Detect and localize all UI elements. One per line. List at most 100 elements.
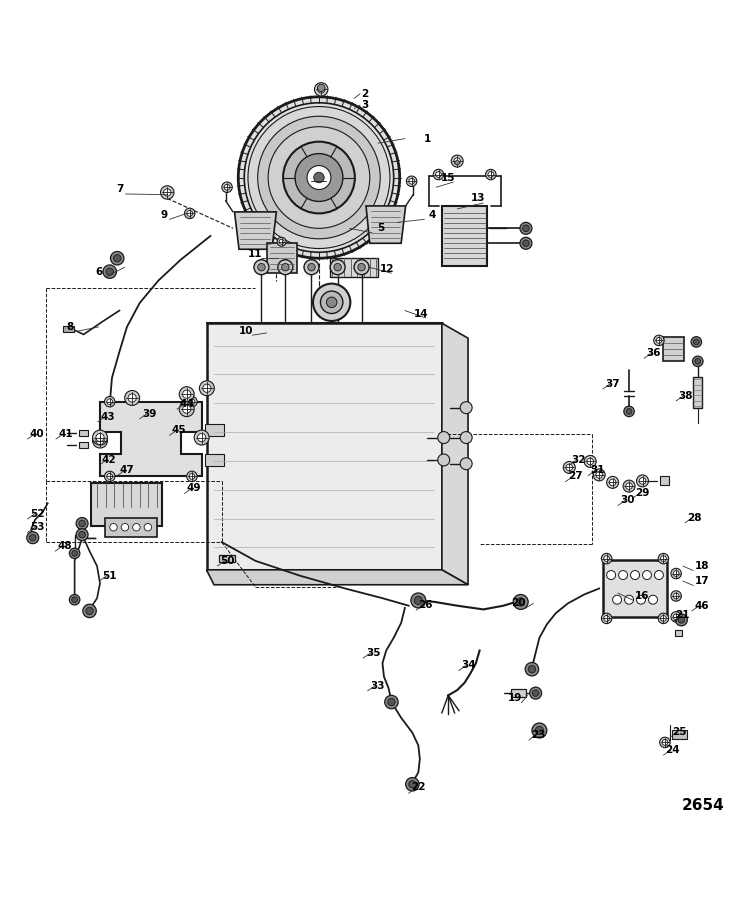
Circle shape bbox=[658, 614, 669, 624]
Circle shape bbox=[584, 455, 596, 468]
Text: 5: 5 bbox=[377, 224, 385, 233]
Circle shape bbox=[695, 358, 700, 364]
Circle shape bbox=[187, 472, 197, 481]
Bar bbox=[664, 338, 684, 361]
Circle shape bbox=[110, 523, 117, 531]
Circle shape bbox=[433, 169, 444, 180]
Circle shape bbox=[488, 172, 494, 177]
Text: 40: 40 bbox=[30, 429, 44, 439]
Circle shape bbox=[406, 777, 419, 791]
Circle shape bbox=[86, 607, 93, 614]
Text: 48: 48 bbox=[58, 541, 72, 551]
Circle shape bbox=[602, 614, 612, 624]
Circle shape bbox=[317, 84, 325, 91]
Circle shape bbox=[224, 185, 230, 190]
Circle shape bbox=[436, 172, 442, 177]
Bar bbox=[675, 631, 682, 636]
Circle shape bbox=[460, 402, 472, 414]
Circle shape bbox=[623, 481, 635, 492]
Circle shape bbox=[70, 548, 80, 558]
Circle shape bbox=[662, 739, 668, 746]
Circle shape bbox=[133, 523, 140, 531]
Circle shape bbox=[563, 462, 575, 473]
Text: 43: 43 bbox=[100, 412, 115, 422]
Circle shape bbox=[520, 237, 532, 249]
Circle shape bbox=[607, 476, 619, 489]
Circle shape bbox=[593, 469, 605, 481]
Text: 11: 11 bbox=[248, 249, 262, 259]
Circle shape bbox=[587, 458, 593, 465]
Text: 28: 28 bbox=[688, 512, 702, 522]
Circle shape bbox=[202, 384, 211, 393]
Circle shape bbox=[530, 687, 542, 699]
Circle shape bbox=[76, 518, 88, 529]
Text: 38: 38 bbox=[679, 391, 693, 401]
Text: 31: 31 bbox=[590, 465, 605, 475]
Text: 39: 39 bbox=[142, 409, 157, 419]
Text: 49: 49 bbox=[187, 483, 202, 493]
Text: 41: 41 bbox=[58, 429, 73, 439]
Circle shape bbox=[182, 390, 190, 398]
Circle shape bbox=[452, 155, 464, 167]
Circle shape bbox=[602, 553, 612, 564]
Circle shape bbox=[96, 433, 104, 442]
Text: 36: 36 bbox=[646, 348, 661, 358]
Bar bbox=[206, 323, 442, 570]
Circle shape bbox=[128, 394, 136, 402]
Circle shape bbox=[314, 172, 324, 183]
Circle shape bbox=[528, 665, 536, 673]
Bar bbox=[603, 560, 667, 616]
Circle shape bbox=[187, 211, 193, 216]
Circle shape bbox=[655, 570, 664, 579]
Circle shape bbox=[604, 556, 610, 561]
Circle shape bbox=[438, 432, 450, 443]
Text: 2: 2 bbox=[361, 89, 368, 99]
Text: 20: 20 bbox=[512, 598, 526, 608]
Circle shape bbox=[354, 260, 369, 274]
Circle shape bbox=[79, 520, 86, 527]
Circle shape bbox=[626, 408, 632, 414]
Circle shape bbox=[358, 263, 365, 271]
Text: 12: 12 bbox=[380, 263, 394, 273]
Circle shape bbox=[460, 432, 472, 443]
Text: 47: 47 bbox=[119, 465, 134, 475]
Text: 37: 37 bbox=[605, 379, 620, 389]
Bar bbox=[104, 518, 157, 537]
Circle shape bbox=[625, 595, 634, 605]
Circle shape bbox=[313, 283, 350, 321]
Text: 45: 45 bbox=[172, 425, 187, 435]
Circle shape bbox=[656, 338, 662, 343]
Circle shape bbox=[307, 166, 331, 189]
Circle shape bbox=[334, 263, 341, 271]
Bar bbox=[267, 243, 296, 273]
Circle shape bbox=[385, 695, 398, 709]
Circle shape bbox=[674, 593, 679, 599]
Circle shape bbox=[27, 532, 39, 544]
Text: 42: 42 bbox=[102, 455, 116, 465]
Bar bbox=[92, 483, 163, 527]
Circle shape bbox=[523, 240, 530, 246]
Circle shape bbox=[604, 615, 610, 621]
Text: 13: 13 bbox=[471, 194, 485, 204]
Text: 52: 52 bbox=[30, 509, 44, 519]
Circle shape bbox=[189, 473, 195, 480]
Circle shape bbox=[277, 237, 286, 246]
Circle shape bbox=[454, 157, 460, 165]
Circle shape bbox=[438, 454, 450, 466]
Circle shape bbox=[330, 260, 345, 274]
Circle shape bbox=[596, 472, 602, 478]
Text: 51: 51 bbox=[103, 571, 117, 581]
Circle shape bbox=[254, 260, 269, 274]
Bar bbox=[673, 730, 687, 739]
Circle shape bbox=[179, 402, 194, 416]
Text: 2654: 2654 bbox=[682, 797, 724, 813]
Circle shape bbox=[194, 430, 209, 445]
Circle shape bbox=[72, 596, 77, 603]
Circle shape bbox=[187, 396, 197, 407]
Text: 6: 6 bbox=[95, 267, 102, 277]
Circle shape bbox=[283, 142, 355, 214]
Circle shape bbox=[607, 570, 616, 579]
Circle shape bbox=[536, 727, 544, 735]
Circle shape bbox=[513, 595, 528, 609]
Circle shape bbox=[189, 399, 195, 405]
